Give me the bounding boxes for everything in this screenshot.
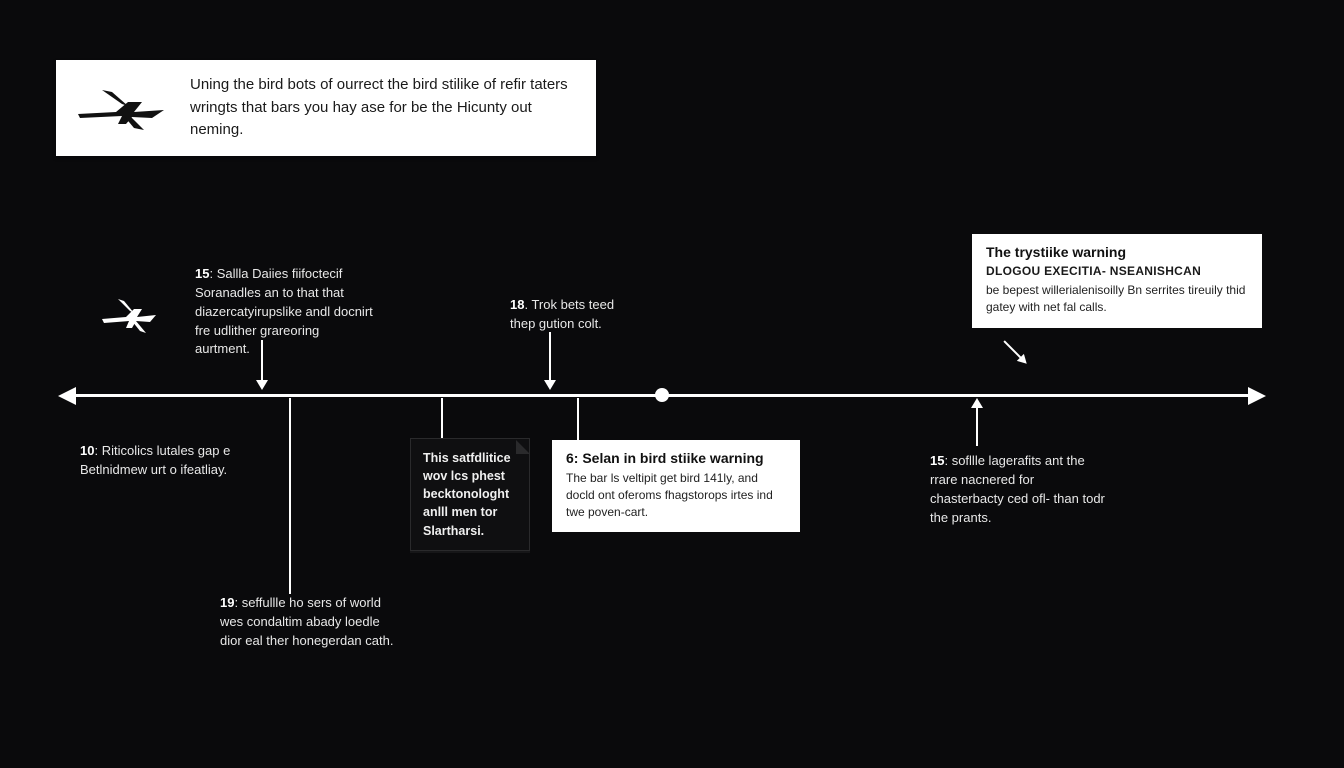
- event-3-number: 19: [220, 595, 234, 610]
- event-2-number: 15: [195, 266, 209, 281]
- event-6-title: 6: Selan in bird stiike warning: [566, 450, 786, 466]
- event-8-body: be bepest willerialenisoilly Bn serrites…: [986, 282, 1248, 316]
- event-1-text: 10: Riticolics lutales gap e Betlnidmew …: [80, 442, 245, 480]
- event-5-number: 18: [510, 297, 524, 312]
- event-5-caret: [544, 380, 556, 390]
- event-3-connector: [289, 398, 291, 594]
- event-3-text: 19: seffullle ho sers of world wes conda…: [220, 594, 400, 651]
- event-1-number: 10: [80, 443, 94, 458]
- event-2-caret: [256, 380, 268, 390]
- event-7-connector: [976, 408, 978, 446]
- header-card: Uning the bird bots of ourrect the bird …: [56, 60, 596, 156]
- event-4-connector: [441, 398, 443, 438]
- event-7-text: 15: sofllle lagerafits ant the rrare nac…: [930, 452, 1110, 527]
- event-7-caret: [971, 398, 983, 408]
- event-8-card: The trystiike warning DLOGOU EXECITIA- N…: [972, 234, 1262, 328]
- event-8-title: The trystiike warning: [986, 244, 1248, 260]
- airplane-icon: [72, 84, 172, 132]
- airplane-small-icon: [100, 295, 160, 335]
- event-5-text: 18. Trok bets teed thep gution colt.: [510, 296, 640, 334]
- event-7-number: 15: [930, 453, 944, 468]
- timeline-dot: [655, 388, 669, 402]
- timeline-arrow-right: [1248, 387, 1266, 405]
- event-4-card: This satfdlitice wov lcs phest becktonol…: [410, 438, 530, 551]
- event-6-card: 6: Selan in bird stiike warning The bar …: [552, 440, 800, 532]
- event-6-body: The bar ls veltipit get bird 141ly, and …: [566, 470, 786, 520]
- header-text: Uning the bird bots of ourrect the bird …: [190, 74, 570, 142]
- event-6-connector: [577, 398, 579, 440]
- event-4-fold-icon: [516, 440, 530, 454]
- event-8-subtitle: DLOGOU EXECITIA- NSEANISHCAN: [986, 264, 1248, 278]
- event-8-arrow-icon: [1003, 340, 1024, 361]
- event-2-text: 15: Sallla Daiies fiifoctecif Soranadles…: [195, 265, 375, 359]
- timeline-arrow-left: [58, 387, 76, 405]
